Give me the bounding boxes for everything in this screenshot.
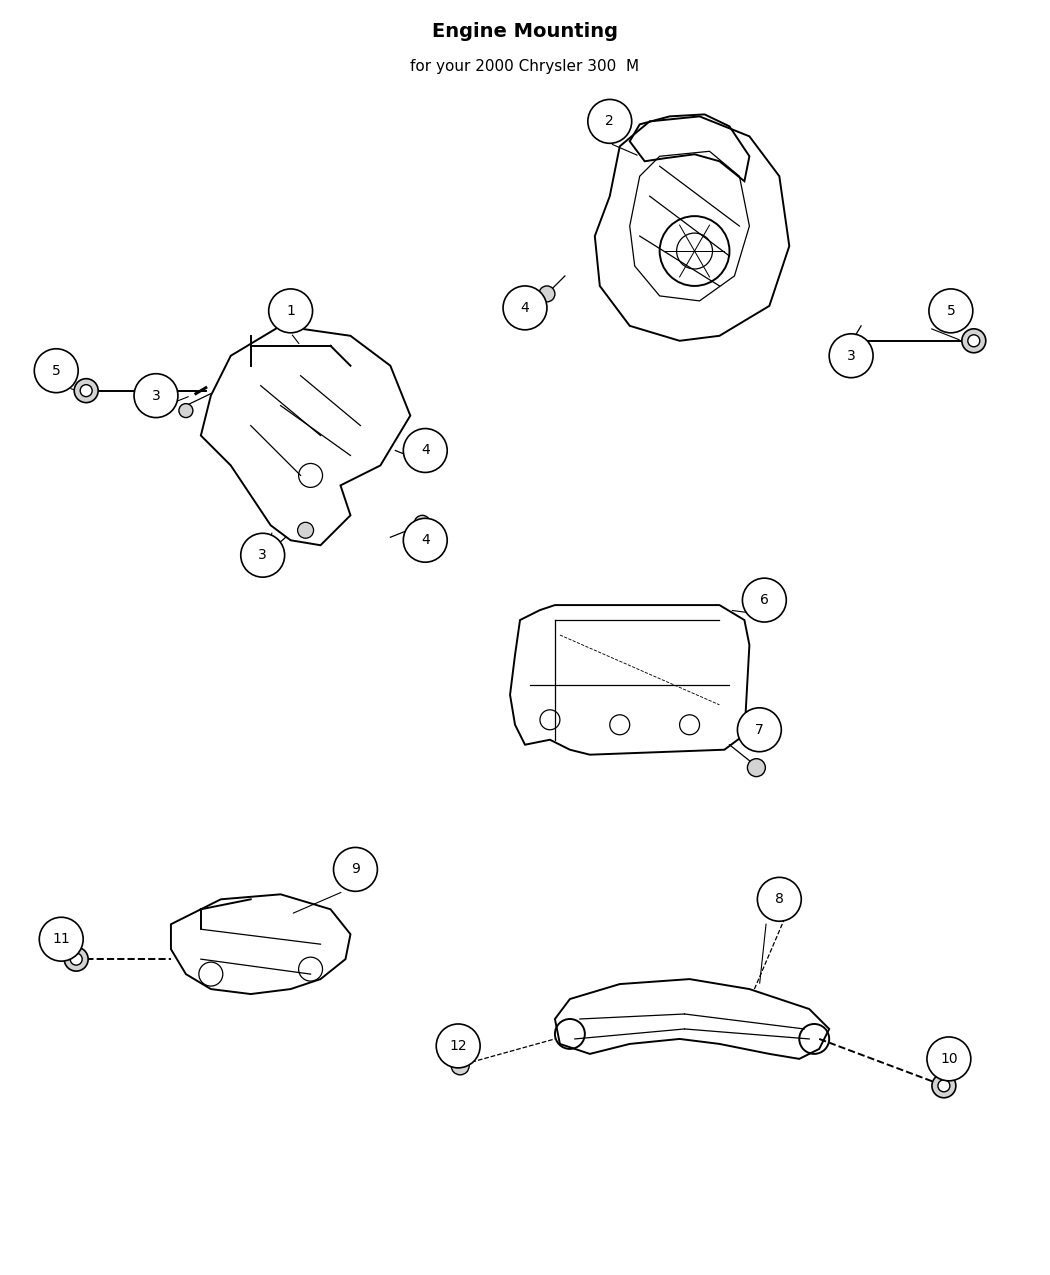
- Text: 1: 1: [287, 303, 295, 317]
- Circle shape: [830, 334, 874, 377]
- Circle shape: [840, 344, 854, 358]
- Circle shape: [748, 759, 765, 776]
- Circle shape: [240, 533, 285, 578]
- Text: 10: 10: [940, 1052, 958, 1066]
- Circle shape: [70, 954, 82, 965]
- Text: 9: 9: [351, 862, 360, 876]
- Circle shape: [929, 289, 972, 333]
- Text: 4: 4: [421, 533, 429, 547]
- Circle shape: [737, 708, 781, 752]
- Circle shape: [927, 1037, 971, 1081]
- Text: 2: 2: [606, 115, 614, 129]
- Circle shape: [80, 385, 92, 397]
- Circle shape: [134, 374, 177, 418]
- Circle shape: [452, 1057, 469, 1075]
- Text: 12: 12: [449, 1039, 467, 1053]
- Circle shape: [334, 848, 377, 891]
- Circle shape: [588, 99, 632, 143]
- Circle shape: [415, 455, 430, 472]
- Text: 7: 7: [755, 723, 763, 737]
- Text: 6: 6: [760, 593, 769, 607]
- Circle shape: [742, 578, 786, 622]
- Text: 4: 4: [521, 301, 529, 315]
- Circle shape: [436, 1024, 480, 1068]
- Text: 8: 8: [775, 892, 783, 907]
- Circle shape: [932, 1074, 956, 1098]
- Circle shape: [75, 379, 98, 403]
- Circle shape: [297, 523, 314, 538]
- Text: 4: 4: [421, 444, 429, 458]
- Circle shape: [938, 1080, 950, 1091]
- Circle shape: [35, 349, 78, 393]
- Circle shape: [415, 515, 430, 532]
- Circle shape: [757, 877, 801, 922]
- Circle shape: [64, 947, 88, 972]
- Text: 3: 3: [258, 548, 267, 562]
- Text: 3: 3: [151, 389, 161, 403]
- Text: 5: 5: [946, 303, 956, 317]
- Circle shape: [178, 404, 193, 418]
- Text: 5: 5: [51, 363, 61, 377]
- Circle shape: [962, 329, 986, 353]
- Circle shape: [968, 335, 980, 347]
- Text: 3: 3: [846, 349, 856, 363]
- Circle shape: [269, 289, 313, 333]
- Circle shape: [539, 286, 554, 302]
- Text: 11: 11: [52, 932, 70, 946]
- Text: for your 2000 Chrysler 300  M: for your 2000 Chrysler 300 M: [411, 59, 639, 74]
- Circle shape: [256, 551, 270, 565]
- Circle shape: [503, 286, 547, 330]
- Text: Engine Mounting: Engine Mounting: [432, 22, 618, 41]
- Circle shape: [39, 917, 83, 961]
- Circle shape: [403, 428, 447, 473]
- Circle shape: [403, 519, 447, 562]
